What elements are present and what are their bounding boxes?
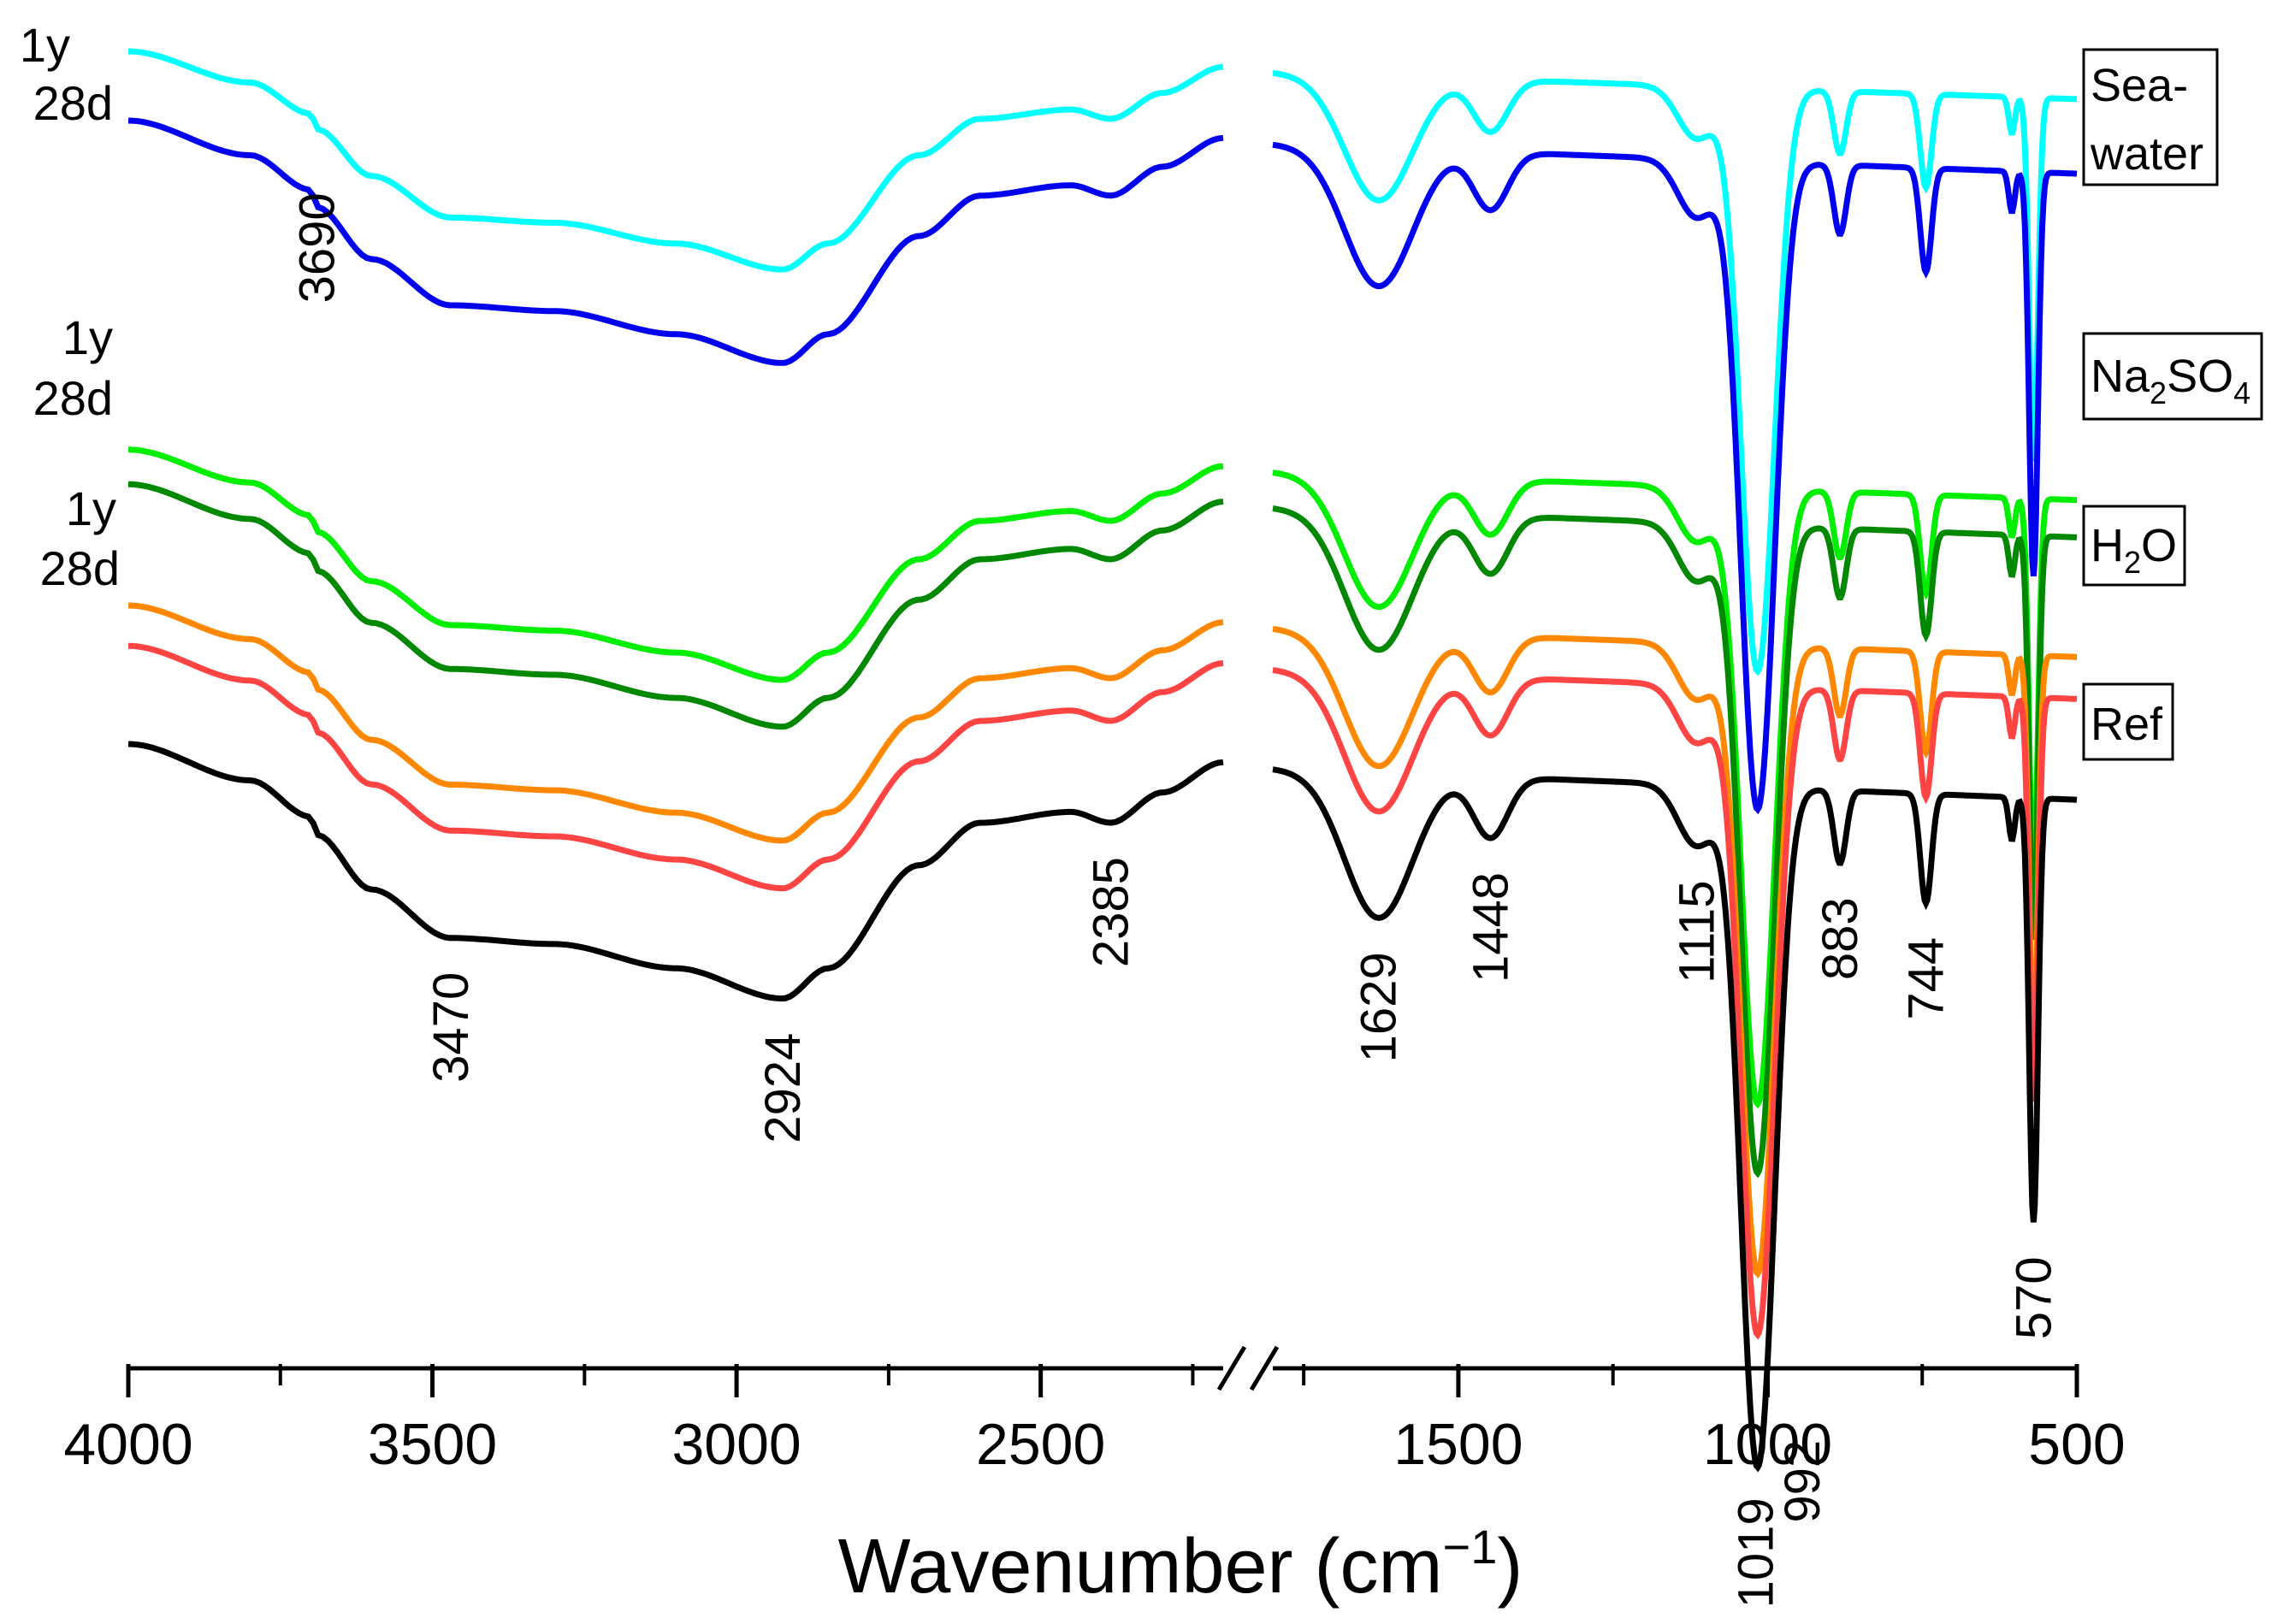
series-line-low-2 [1272, 469, 2077, 1109]
age-label-na2so4-28d: 28d [33, 371, 113, 425]
series-line-low-0 [1272, 70, 2078, 676]
peak-label-3470: 3470 [423, 972, 479, 1083]
peak-label-2924: 2924 [755, 1033, 811, 1143]
legend-item-na2so4: Na2SO4 [2082, 332, 2263, 421]
series-line-high-3 [127, 481, 1224, 730]
age-label-seawater-28d: 28d [33, 76, 113, 130]
tick-label-3500: 3500 [368, 1412, 497, 1477]
tick-label-1000: 1000 [1703, 1412, 1832, 1477]
legend-label-seawater-line1: Sea- [2091, 60, 2188, 111]
series-na2so4-1y [127, 446, 2077, 1109]
x-axis-title: Wavenumber (cm−1) [838, 1520, 1523, 1609]
series-sea-water-28d [127, 117, 2078, 815]
age-label-na2so4-1y: 1y [62, 310, 113, 364]
legend-item-h2o: H2O [2082, 505, 2186, 587]
series-line-high-6 [127, 741, 1224, 1002]
tick-label-1500: 1500 [1393, 1412, 1523, 1477]
axis-break-mark-1 [1216, 1345, 1247, 1391]
series-line-low-5 [1272, 667, 2078, 1340]
series-na2so4-28d [127, 481, 2078, 1178]
age-label-h2o-28d: 28d [40, 541, 120, 595]
peak-label-2385: 2385 [1083, 857, 1138, 967]
peak-label-3690: 3690 [289, 192, 345, 303]
peak-label-570: 570 [2006, 1256, 2061, 1339]
peak-label-883: 883 [1813, 897, 1868, 980]
series-line-low-1 [1272, 141, 2078, 815]
axis-break-mark-2 [1249, 1345, 1280, 1391]
tick-layer: 4000 3500 3000 2500 1500 1000 500 [63, 1364, 2126, 1477]
peak-label-992: 992 [1775, 1440, 1830, 1523]
series-line-high-4 [127, 602, 1224, 844]
series-line-low-3 [1272, 505, 2078, 1178]
tick-label-2500: 2500 [976, 1412, 1105, 1477]
peak-label-1019: 1019 [1729, 1497, 1784, 1608]
legend-label-na2so4: Na2SO4 [2091, 351, 2250, 410]
series-h2o-28d [127, 642, 2078, 1340]
series-line-high-5 [127, 642, 1224, 892]
legend-label-h2o: H2O [2091, 520, 2177, 580]
series-h2o-1y [127, 602, 2077, 1279]
age-labels: 1y 28d 1y 28d 1y 28d [20, 18, 120, 595]
legend-label-seawater-line2: water [2090, 128, 2203, 180]
peak-label-1115: 1115 [1669, 881, 1724, 983]
peak-label-744: 744 [1899, 937, 1955, 1020]
x-axis: 4000 3500 3000 2500 1500 1000 500 [63, 1345, 2126, 1477]
series-line-low-6 [1272, 766, 2078, 1473]
tick-label-3000: 3000 [671, 1412, 801, 1477]
series-line-high-1 [127, 117, 1224, 366]
tick-label-4000: 4000 [63, 1412, 192, 1477]
age-label-seawater-1y: 1y [20, 18, 70, 72]
series-sea-water-1y [127, 48, 2078, 676]
series-layer [127, 48, 2078, 1473]
peak-label-1448: 1448 [1464, 872, 1519, 983]
peak-label-1629: 1629 [1351, 952, 1407, 1062]
legend-item-seawater: Sea- water [2082, 48, 2219, 186]
legend-label-ref: Ref [2091, 699, 2163, 750]
series-ref [127, 741, 2078, 1473]
series-line-high-2 [127, 446, 1224, 683]
series-line-low-4 [1272, 625, 2077, 1279]
series-line-high-0 [127, 48, 1224, 273]
legend-item-ref: Ref [2082, 682, 2174, 761]
age-label-h2o-1y: 1y [66, 481, 116, 535]
legend: Sea- water Na2SO4 H2O Ref [2082, 48, 2263, 761]
tick-label-500: 500 [2028, 1412, 2125, 1477]
